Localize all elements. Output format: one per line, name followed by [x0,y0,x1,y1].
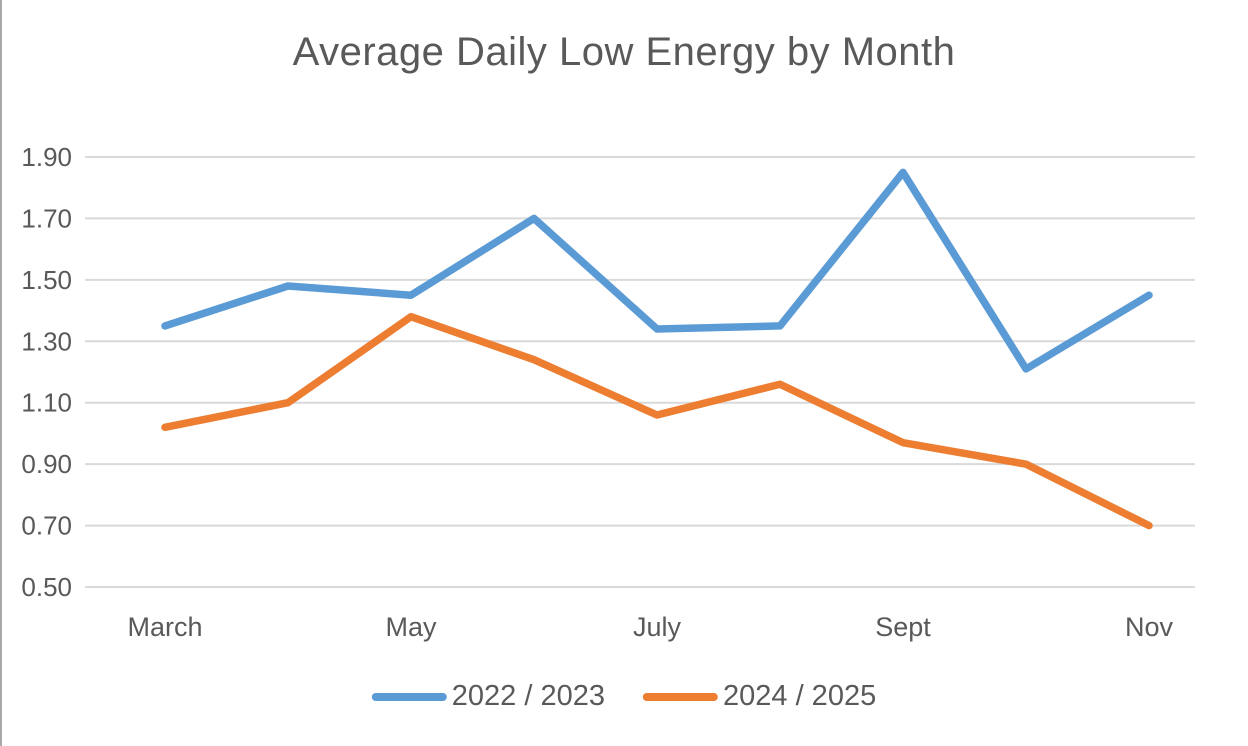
y-axis-label: 1.30 [21,326,72,356]
legend-swatch-orange-line-icon [643,692,718,701]
series-line-0 [161,168,1153,373]
window-left-border [0,0,2,746]
series-line-1 [161,312,1153,530]
y-axis-label: 1.70 [21,203,72,233]
chart-title: Average Daily Low Energy by Month [292,30,956,74]
x-axis-label: July [633,612,682,642]
y-axis-label: 0.70 [21,511,72,541]
legend-label-2024-2025: 2024 / 2025 [723,680,877,712]
legend-label-2022-2023: 2022 / 2023 [451,680,605,712]
legend: 2022 / 2023 2024 / 2025 [371,680,876,713]
y-axis-label: 0.90 [21,449,72,479]
y-axis-label: 1.50 [21,265,72,295]
legend-item-2024-2025: 2024 / 2025 [643,680,876,713]
y-axis-label: 0.50 [21,572,72,602]
y-axis-label: 1.90 [21,142,72,172]
y-axis-label: 1.10 [21,388,72,418]
legend-item-2022-2023: 2022 / 2023 [371,680,605,713]
legend-swatch-blue-line-icon [371,692,447,701]
x-axis-label: May [385,612,437,642]
x-axis-label: March [127,612,202,642]
x-axis-label: Nov [1125,612,1174,642]
x-axis-label: Sept [875,612,931,642]
